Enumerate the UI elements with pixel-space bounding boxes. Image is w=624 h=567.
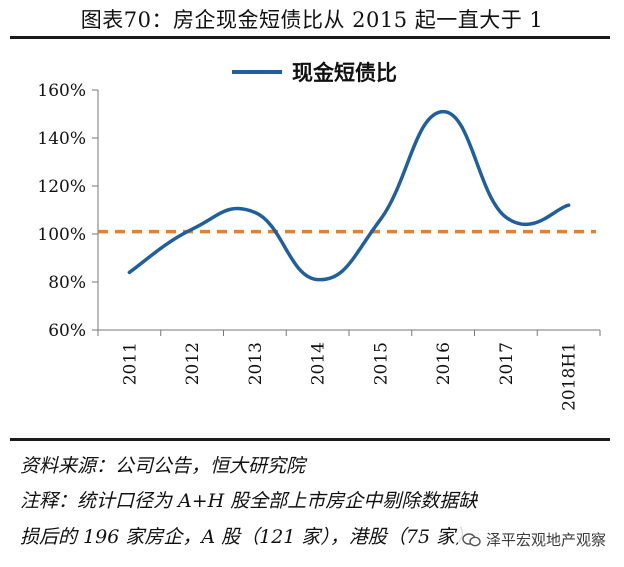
x-tick-label: 2015 (371, 342, 391, 385)
chart-title: 图表70：房企现金短债比从 2015 起一直大于 1 (80, 8, 544, 32)
y-tick-label: 160% (37, 81, 86, 101)
footnote-line-1: 注释：统计口径为 A+H 股全部上市房企中剔除数据缺 (20, 490, 478, 512)
x-tick-label: 2011 (120, 342, 140, 385)
series-group (127, 109, 571, 282)
wechat-watermark: 泽平宏观地产观察 (457, 527, 610, 552)
footer-divider (10, 438, 610, 441)
x-tick-label: 2014 (309, 342, 329, 385)
series-line-0 (127, 109, 571, 282)
source-note: 资料来源：公司公告，恒大研究院 (20, 455, 306, 477)
y-tick-label: 140% (37, 129, 86, 149)
y-tick-label: 60% (48, 321, 86, 341)
y-axis: 60% 80% 100% 120% 140% 160% (37, 81, 99, 341)
footnote-line-2: 损后的 196 家房企，A 股（121 家），港股（75 家） (20, 526, 475, 548)
watermark-text: 泽平宏观地产观察 (485, 531, 606, 549)
wechat-icon (462, 532, 481, 546)
x-tick-label: 2017 (497, 342, 517, 385)
x-tick-label: 2018H1 (560, 342, 580, 411)
y-tick-label: 100% (37, 225, 86, 245)
x-tick-label: 2016 (434, 342, 454, 385)
title-divider (10, 36, 610, 39)
y-tick-label: 120% (37, 177, 86, 197)
line-chart: 60%80%100%120%140%160% 2011 2012 2013 2014 2… (37, 61, 601, 411)
x-tick-label: 2012 (183, 342, 203, 385)
legend-label: 现金短债比 (292, 61, 397, 85)
y-tick-label: 80% (48, 273, 86, 293)
legend: 现金短债比 (232, 61, 397, 85)
x-tick-label: 2013 (246, 342, 266, 385)
x-axis: 2011 2012 2013 2014 2015 2016 2017 2018H1 (97, 329, 601, 411)
